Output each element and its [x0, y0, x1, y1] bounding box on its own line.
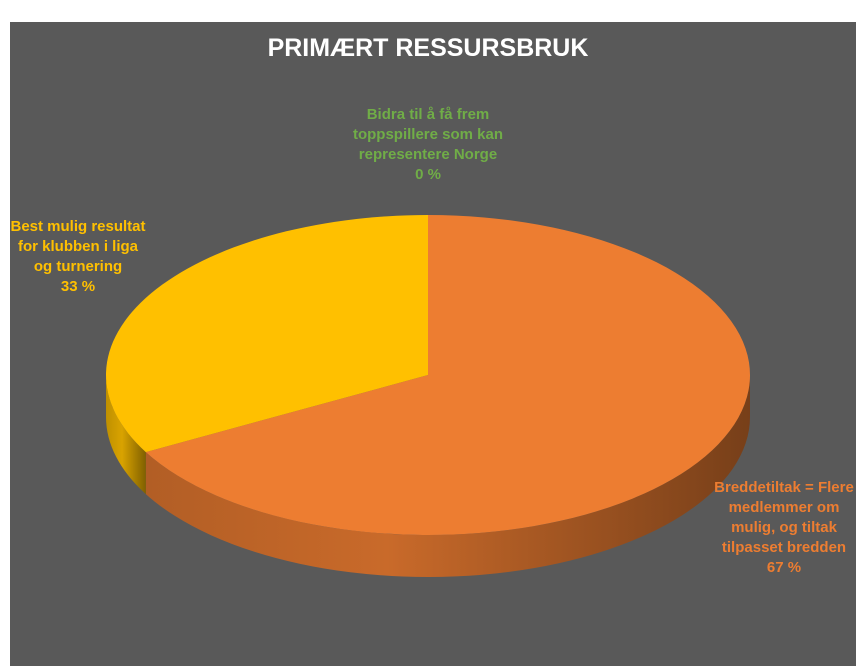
- chart-title: PRIMÆRT RESSURSBRUK: [267, 34, 589, 62]
- pie-slice-side: [106, 375, 146, 495]
- category-label: Best mulig resultat for klubben i liga o…: [10, 218, 146, 275]
- data-label: Best mulig resultat for klubben i liga o…: [8, 217, 148, 297]
- data-label: Breddetiltak = Flere medlemmer om mulig,…: [712, 478, 856, 578]
- category-label: Breddetiltak = Flere medlemmer om mulig,…: [714, 479, 854, 556]
- value-label: 67 %: [766, 559, 802, 576]
- pie-slice-side: [145, 375, 751, 578]
- pie-slice: [105, 215, 429, 453]
- value-label: 33 %: [60, 278, 96, 295]
- data-label: Bidra til å få frem toppspillere som kan…: [340, 105, 516, 185]
- pie-slice: [145, 215, 751, 535]
- value-label: 0 %: [415, 166, 441, 183]
- category-label: Bidra til å få frem toppspillere som kan…: [352, 106, 504, 163]
